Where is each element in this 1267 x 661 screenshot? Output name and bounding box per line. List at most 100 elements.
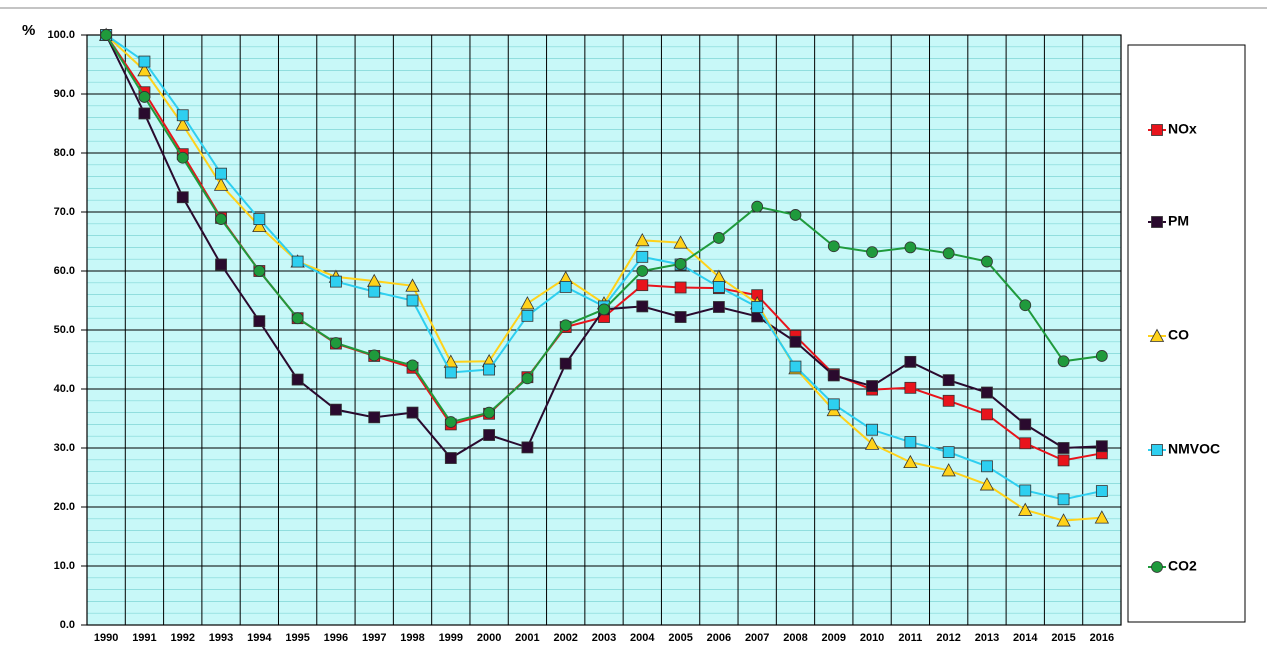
marker — [291, 255, 304, 268]
marker — [981, 386, 993, 399]
marker — [444, 416, 457, 428]
marker — [598, 303, 610, 316]
y-tick-label: 10.0 — [54, 560, 75, 572]
marker — [904, 355, 917, 368]
y-tick-label: 40.0 — [54, 383, 75, 395]
marker — [789, 209, 802, 221]
marker — [215, 167, 227, 180]
y-tick-label: 20.0 — [54, 501, 75, 513]
legend-label: NOx — [1168, 121, 1197, 137]
x-tick-label: 2014 — [1013, 632, 1038, 644]
x-tick-label: 1992 — [170, 632, 194, 644]
marker — [866, 246, 878, 259]
marker — [176, 109, 189, 122]
marker — [1095, 440, 1108, 453]
marker — [827, 369, 840, 382]
x-tick-label: 1995 — [285, 632, 309, 644]
marker — [521, 372, 534, 385]
marker — [1095, 485, 1108, 497]
marker — [942, 394, 955, 407]
x-tick-label: 2007 — [745, 632, 769, 644]
marker — [1057, 493, 1070, 506]
marker — [1057, 442, 1070, 454]
marker — [674, 281, 687, 294]
marker — [559, 357, 572, 370]
x-tick-label: 2005 — [668, 632, 692, 644]
marker — [368, 411, 381, 424]
x-tick-label: 2001 — [515, 632, 539, 644]
marker — [674, 311, 687, 323]
marker — [1019, 418, 1032, 431]
marker — [559, 281, 572, 293]
y-tick-label: 0.0 — [60, 619, 75, 631]
marker — [253, 265, 266, 277]
marker — [175, 117, 190, 131]
marker — [213, 177, 229, 191]
marker — [406, 294, 419, 307]
legend-box — [1127, 44, 1246, 623]
legend-label: NMVOC — [1168, 441, 1220, 457]
marker — [636, 300, 649, 313]
marker — [176, 191, 189, 204]
legend-marker — [1151, 444, 1163, 456]
marker — [330, 275, 342, 288]
x-tick-label: 2002 — [553, 632, 577, 644]
marker — [138, 107, 151, 120]
marker — [521, 309, 534, 322]
y-tick-label: 100.0 — [47, 29, 75, 41]
marker — [559, 319, 572, 332]
marker — [904, 381, 917, 394]
x-tick-label: 2011 — [898, 632, 922, 644]
y-tick-label: 60.0 — [54, 265, 75, 277]
marker — [330, 403, 342, 416]
marker — [291, 373, 304, 386]
x-tick-label: 2012 — [936, 632, 960, 644]
marker — [789, 335, 802, 348]
marker — [444, 452, 457, 464]
marker — [215, 258, 227, 271]
x-tick-label: 1997 — [362, 632, 386, 644]
marker — [674, 258, 687, 270]
x-tick-label: 2006 — [707, 632, 731, 644]
marker — [942, 446, 955, 459]
marker — [712, 232, 725, 244]
marker — [368, 285, 381, 298]
marker — [904, 436, 917, 449]
x-tick-label: 1994 — [247, 632, 272, 644]
legend-label: CO — [1168, 327, 1189, 343]
x-tick-label: 1999 — [439, 632, 463, 644]
marker — [291, 312, 304, 325]
x-tick-label: 2003 — [592, 632, 616, 644]
marker — [981, 255, 993, 268]
marker — [1018, 502, 1033, 516]
x-tick-label: 2000 — [477, 632, 501, 644]
marker — [483, 406, 496, 419]
legend-marker — [1149, 328, 1165, 342]
x-tick-label: 2016 — [1090, 632, 1114, 644]
marker — [827, 240, 840, 253]
marker — [138, 55, 151, 68]
marker — [942, 247, 955, 260]
marker — [904, 241, 917, 254]
marker — [405, 278, 420, 292]
marker — [483, 363, 496, 376]
legend-marker — [1151, 216, 1163, 228]
marker — [789, 360, 802, 373]
marker — [866, 380, 878, 392]
x-tick-label: 2008 — [783, 632, 807, 644]
x-tick-label: 2015 — [1051, 632, 1075, 644]
marker — [406, 406, 419, 419]
marker — [636, 250, 649, 263]
y-tick-label: 50.0 — [54, 324, 75, 336]
legend-label: CO2 — [1168, 558, 1197, 574]
marker — [215, 213, 227, 225]
x-tick-label: 1996 — [324, 632, 348, 644]
marker — [751, 200, 764, 213]
marker — [100, 29, 113, 41]
marker — [444, 366, 457, 379]
marker — [1019, 437, 1032, 450]
plot-border — [86, 34, 1122, 626]
marker — [827, 398, 840, 411]
